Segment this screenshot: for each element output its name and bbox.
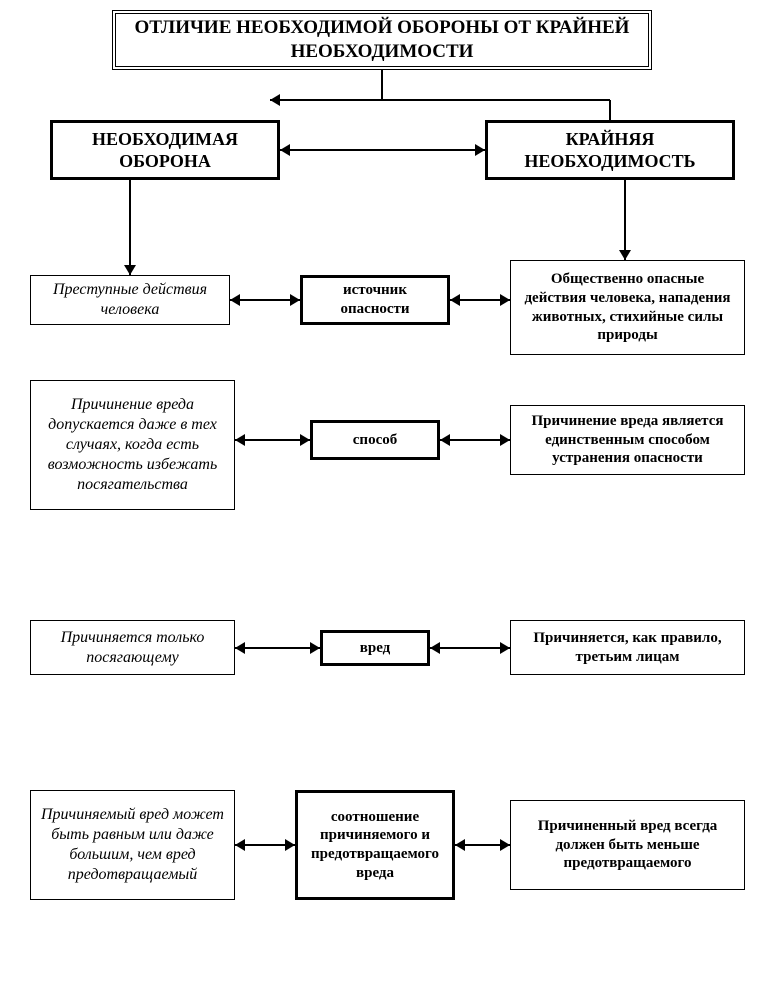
- crit1-l-text: Преступные действия человека: [41, 280, 219, 320]
- criterion-2-right: Причинение вреда является единственным с…: [510, 405, 745, 475]
- criterion-3-left: Причиняется только посягающему: [30, 620, 235, 675]
- criterion-4-center: соотношение причиняемого и предотвра­щае…: [295, 790, 455, 900]
- right-head-text: КРАЙНЯЯ НЕОБХОДИМОСТЬ: [498, 128, 722, 173]
- left-head-text: НЕОБХОДИМАЯ ОБОРОНА: [63, 128, 267, 173]
- left-head-box: НЕОБХОДИМАЯ ОБОРОНА: [50, 120, 280, 180]
- right-head-box: КРАЙНЯЯ НЕОБХОДИМОСТЬ: [485, 120, 735, 180]
- criterion-2-left: Причинение вреда допускается даже в тех …: [30, 380, 235, 510]
- crit2-r-text: Причинение вреда является единственным с…: [521, 412, 734, 468]
- criterion-2-center: способ: [310, 420, 440, 460]
- criterion-4-left: Причиняемый вред может быть равным или д…: [30, 790, 235, 900]
- crit4-c-text: соотношение причиняемого и предотвра­щае…: [308, 808, 442, 883]
- title-text: ОТЛИЧИЕ НЕОБХОДИМОЙ ОБОРОНЫ ОТ КРАЙНЕЙ Н…: [126, 16, 638, 64]
- criterion-1-left: Преступные действия человека: [30, 275, 230, 325]
- crit1-r-text: Общественно опасные действия человека, н…: [521, 270, 734, 345]
- crit1-c-text: источник опасности: [313, 281, 437, 319]
- crit4-r-text: Причиненный вред всегда должен быть мень…: [521, 817, 734, 873]
- crit3-l-text: Причиняется только посягающему: [41, 628, 224, 668]
- criterion-3-center: вред: [320, 630, 430, 666]
- criterion-1-right: Общественно опасные действия человека, н…: [510, 260, 745, 355]
- criterion-1-center: источник опасности: [300, 275, 450, 325]
- crit2-c-text: способ: [353, 431, 397, 450]
- crit3-c-text: вред: [360, 639, 391, 658]
- criterion-4-right: Причиненный вред всегда должен быть мень…: [510, 800, 745, 890]
- title-box: ОТЛИЧИЕ НЕОБХОДИМОЙ ОБОРОНЫ ОТ КРАЙНЕЙ Н…: [112, 10, 652, 70]
- crit4-l-text: Причиняемый вред может быть равным или д…: [41, 805, 224, 885]
- crit2-l-text: Причинение вреда допускается даже в тех …: [41, 395, 224, 495]
- criterion-3-right: Причиняется, как правило, третьим лицам: [510, 620, 745, 675]
- crit3-r-text: Причиняется, как правило, третьим лицам: [521, 629, 734, 667]
